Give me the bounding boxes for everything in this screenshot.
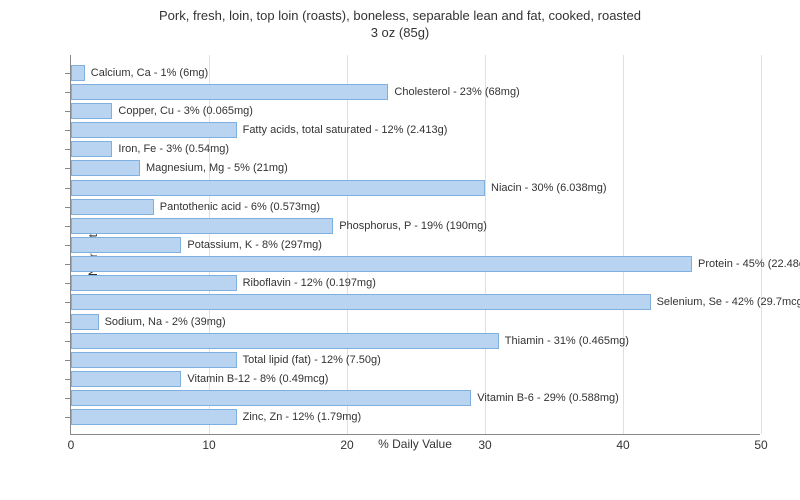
- y-tick: [65, 188, 70, 189]
- plot-area: 01020304050 Calcium, Ca - 1% (6mg)Choles…: [70, 55, 760, 435]
- bar-row: Potassium, K - 8% (297mg): [71, 235, 760, 254]
- gridline: [761, 55, 762, 434]
- title-line-1: Pork, fresh, loin, top loin (roasts), bo…: [0, 8, 800, 25]
- bar: [71, 199, 154, 215]
- bar-row: Calcium, Ca - 1% (6mg): [71, 63, 760, 82]
- y-tick: [65, 207, 70, 208]
- bars-group: Calcium, Ca - 1% (6mg) Cholesterol - 23% …: [71, 63, 760, 426]
- y-tick: [65, 111, 70, 112]
- x-tick-label: 30: [478, 438, 491, 452]
- bar-row: Magnesium, Mg - 5% (21mg): [71, 159, 760, 178]
- bar-label: Thiamin - 31% (0.465mg): [499, 333, 629, 349]
- y-tick: [65, 302, 70, 303]
- x-tick-label: 10: [202, 438, 215, 452]
- y-tick: [65, 398, 70, 399]
- bar: [71, 218, 333, 234]
- bar-row: Fatty acids, total saturated - 12% (2.41…: [71, 120, 760, 139]
- bar-label: Potassium, K - 8% (297mg): [181, 237, 322, 253]
- x-tick-label: 50: [754, 438, 767, 452]
- bar: [71, 275, 237, 291]
- bar-row: Zinc, Zn - 12% (1.79mg): [71, 408, 760, 427]
- bar-row: Riboflavin - 12% (0.197mg): [71, 274, 760, 293]
- title-line-2: 3 oz (85g): [0, 25, 800, 42]
- y-tick: [65, 92, 70, 93]
- bar: [71, 160, 140, 176]
- bar-row: Phosphorus, P - 19% (190mg): [71, 216, 760, 235]
- bar: [71, 237, 181, 253]
- bar: [71, 84, 388, 100]
- y-tick: [65, 341, 70, 342]
- y-tick: [65, 360, 70, 361]
- bar-label: Magnesium, Mg - 5% (21mg): [140, 160, 288, 176]
- bar-label: Protein - 45% (22.48g): [692, 256, 800, 272]
- bar-row: Vitamin B-6 - 29% (0.588mg): [71, 389, 760, 408]
- bar-row: Thiamin - 31% (0.465mg): [71, 331, 760, 350]
- bar-row: Copper, Cu - 3% (0.065mg): [71, 101, 760, 120]
- bar: [71, 314, 99, 330]
- y-tick: [65, 283, 70, 284]
- y-tick: [65, 245, 70, 246]
- bar-label: Total lipid (fat) - 12% (7.50g): [237, 352, 381, 368]
- bar-row: Sodium, Na - 2% (39mg): [71, 312, 760, 331]
- y-tick: [65, 130, 70, 131]
- bar-row: Selenium, Se - 42% (29.7mcg): [71, 293, 760, 312]
- y-tick: [65, 322, 70, 323]
- y-tick: [65, 73, 70, 74]
- bar: [71, 371, 181, 387]
- bar-row: Protein - 45% (22.48g): [71, 255, 760, 274]
- bar-label: Fatty acids, total saturated - 12% (2.41…: [237, 122, 448, 138]
- bar-row: Vitamin B-12 - 8% (0.49mcg): [71, 370, 760, 389]
- bar-row: Total lipid (fat) - 12% (7.50g): [71, 350, 760, 369]
- bar-label: Selenium, Se - 42% (29.7mcg): [651, 294, 800, 310]
- bar-label: Riboflavin - 12% (0.197mg): [237, 275, 376, 291]
- bar: [71, 409, 237, 425]
- bar: [71, 122, 237, 138]
- bar: [71, 65, 85, 81]
- y-tick: [65, 379, 70, 380]
- x-tick-label: 40: [616, 438, 629, 452]
- bar-row: Iron, Fe - 3% (0.54mg): [71, 140, 760, 159]
- y-tick: [65, 226, 70, 227]
- chart-title: Pork, fresh, loin, top loin (roasts), bo…: [0, 0, 800, 42]
- bar: [71, 352, 237, 368]
- bar-label: Sodium, Na - 2% (39mg): [99, 314, 226, 330]
- bar-label: Copper, Cu - 3% (0.065mg): [112, 103, 253, 119]
- bar-label: Calcium, Ca - 1% (6mg): [85, 65, 208, 81]
- bar-label: Pantothenic acid - 6% (0.573mg): [154, 199, 320, 215]
- chart-container: Nutrient 01020304050 Calcium, Ca - 1% (6…: [60, 55, 770, 455]
- bar: [71, 256, 692, 272]
- x-tick-label: 20: [340, 438, 353, 452]
- bar-label: Niacin - 30% (6.038mg): [485, 180, 607, 196]
- y-tick: [65, 264, 70, 265]
- bar: [71, 141, 112, 157]
- bar: [71, 180, 485, 196]
- bar: [71, 103, 112, 119]
- bar: [71, 333, 499, 349]
- bar-label: Phosphorus, P - 19% (190mg): [333, 218, 487, 234]
- bar: [71, 390, 471, 406]
- bar: [71, 294, 651, 310]
- bar-label: Cholesterol - 23% (68mg): [388, 84, 519, 100]
- y-tick: [65, 417, 70, 418]
- y-tick: [65, 149, 70, 150]
- x-axis-label: % Daily Value: [378, 437, 452, 451]
- bar-label: Zinc, Zn - 12% (1.79mg): [237, 409, 362, 425]
- bar-row: Cholesterol - 23% (68mg): [71, 82, 760, 101]
- bar-label: Vitamin B-12 - 8% (0.49mcg): [181, 371, 328, 387]
- y-tick: [65, 168, 70, 169]
- bar-label: Vitamin B-6 - 29% (0.588mg): [471, 390, 619, 406]
- x-tick-label: 0: [68, 438, 75, 452]
- bar-label: Iron, Fe - 3% (0.54mg): [112, 141, 229, 157]
- bar-row: Pantothenic acid - 6% (0.573mg): [71, 197, 760, 216]
- bar-row: Niacin - 30% (6.038mg): [71, 178, 760, 197]
